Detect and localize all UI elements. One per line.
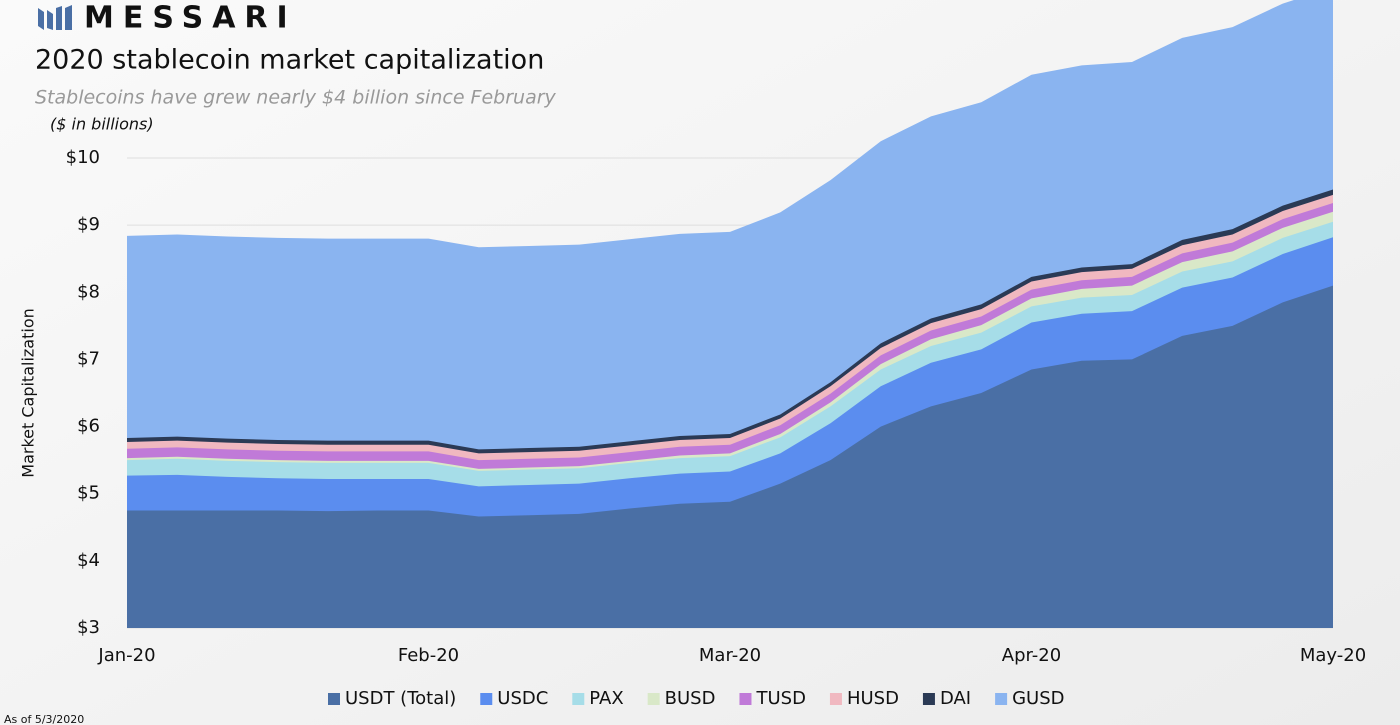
y-tick-label: $3 bbox=[77, 617, 100, 638]
legend-label: USDT (Total) bbox=[345, 688, 456, 709]
y-tick-label: $8 bbox=[77, 281, 100, 302]
legend-label: USDC bbox=[497, 688, 548, 709]
x-tick-label: Mar-20 bbox=[699, 645, 761, 666]
axes: $3 $4 $5 $6 $7 $8 $9 $10 Jan-20 Feb-20 Mar-20 Apr-2… bbox=[66, 147, 1367, 666]
legend: USDT (Total) USDC PAX BUSD TUSD HUSD DAI GUSD bbox=[328, 688, 1065, 709]
subtitle: Stablecoins have grew nearly $4 billion … bbox=[35, 87, 557, 109]
x-tick-label: Feb-20 bbox=[398, 645, 459, 666]
brand: MESSARI bbox=[84, 1, 297, 36]
y-tick-label: $6 bbox=[77, 416, 100, 437]
legend-label: BUSD bbox=[665, 688, 716, 709]
y-tick-label: $4 bbox=[77, 550, 100, 571]
legend-label: PAX bbox=[589, 688, 623, 709]
y-tick-label: $9 bbox=[77, 214, 100, 235]
chart-title: 2020 stablecoin market capitalization bbox=[35, 45, 544, 76]
legend-swatch bbox=[328, 693, 340, 705]
unit-note: ($ in billions) bbox=[50, 115, 154, 134]
legend-swatch bbox=[647, 693, 660, 705]
legend-label: TUSD bbox=[755, 688, 805, 709]
x-tick-label: Apr-20 bbox=[1002, 645, 1061, 666]
logo-icon bbox=[38, 5, 72, 30]
legend-label: GUSD bbox=[1012, 688, 1064, 709]
x-tick-label: Jan-20 bbox=[97, 645, 155, 666]
y-tick-label: $7 bbox=[77, 348, 100, 369]
legend-swatch bbox=[922, 693, 935, 705]
y-tick-label: $5 bbox=[77, 483, 100, 504]
y-tick-label: $10 bbox=[66, 147, 100, 168]
areas bbox=[127, 0, 1333, 628]
legend-swatch bbox=[739, 693, 752, 705]
legend-swatch bbox=[995, 693, 1008, 705]
legend-swatch bbox=[572, 693, 585, 705]
footnote: As of 5/3/2020 bbox=[4, 713, 84, 725]
legend-label: DAI bbox=[940, 688, 971, 709]
area bbox=[127, 0, 1333, 450]
legend-label: HUSD bbox=[847, 688, 899, 709]
legend-swatch bbox=[829, 693, 842, 705]
x-tick-label: May-20 bbox=[1300, 645, 1366, 666]
y-axis-label: Market Capitalization bbox=[19, 308, 38, 477]
legend-swatch bbox=[480, 693, 493, 705]
